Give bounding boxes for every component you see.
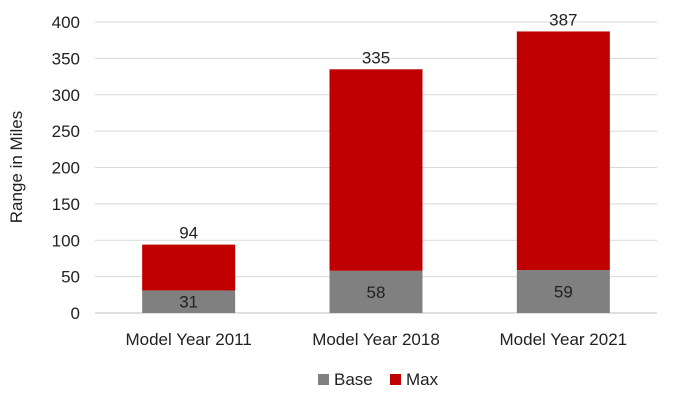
- bar-max-1: [142, 244, 236, 291]
- data-label-max-3: 387: [549, 10, 577, 29]
- legend-label-max: Max: [406, 370, 439, 389]
- y-axis-title: Range in Miles: [7, 111, 26, 223]
- x-category-label: Model Year 2021: [500, 330, 628, 349]
- legend-label-base: Base: [334, 370, 373, 389]
- y-tick-label: 400: [52, 13, 80, 32]
- bars: [142, 31, 610, 313]
- data-label-base-1: 31: [179, 293, 198, 312]
- data-labels: 31 94 58 335 59 387: [179, 10, 577, 311]
- y-tick-label: 250: [52, 122, 80, 141]
- legend: Base Max: [318, 370, 439, 389]
- y-tick-label: 0: [71, 304, 80, 323]
- data-label-max-1: 94: [179, 224, 198, 243]
- x-category-label: Model Year 2018: [312, 330, 440, 349]
- y-tick-label: 100: [52, 231, 80, 250]
- bar-max-2: [329, 69, 423, 271]
- y-tick-label: 50: [61, 268, 80, 287]
- bar-max-3: [516, 31, 610, 271]
- x-category-label: Model Year 2011: [125, 330, 251, 349]
- y-tick-label: 300: [52, 86, 80, 105]
- bar-base-3: [516, 270, 610, 313]
- legend-swatch-base: [318, 374, 329, 385]
- y-axis-ticks: 0 50 100 150 200 250 300 350 400: [52, 13, 80, 323]
- bar-base-2: [329, 270, 423, 313]
- x-axis-categories: Model Year 2011 Model Year 2018 Model Year…: [125, 330, 627, 349]
- legend-swatch-max: [390, 374, 401, 385]
- y-tick-label: 200: [52, 159, 80, 178]
- bar-base-1: [142, 290, 236, 313]
- data-label-max-2: 335: [362, 48, 390, 67]
- data-label-base-3: 59: [554, 283, 573, 302]
- y-tick-label: 150: [52, 195, 80, 214]
- data-label-base-2: 58: [367, 283, 386, 302]
- y-tick-label: 350: [52, 49, 80, 68]
